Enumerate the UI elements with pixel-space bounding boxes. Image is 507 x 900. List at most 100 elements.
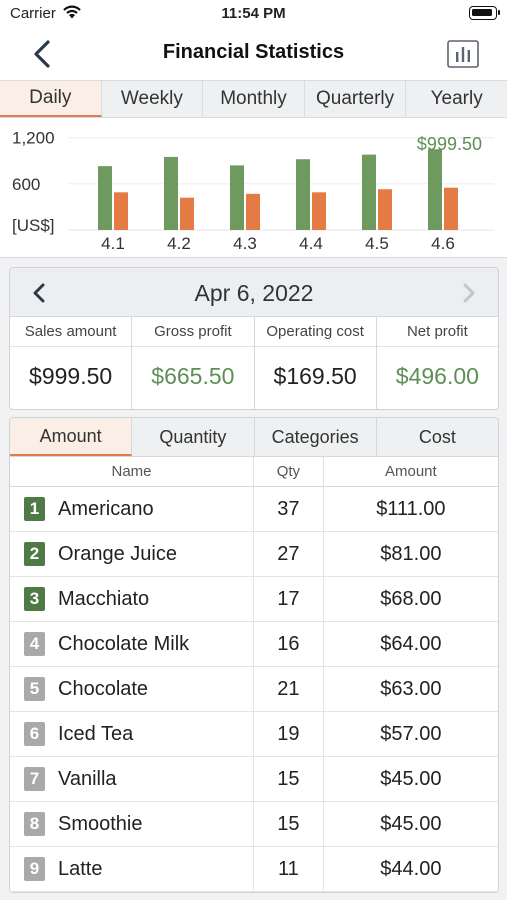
rank-badge: 2 (24, 542, 45, 566)
row-name-cell: 1 Americano (10, 487, 255, 531)
product-name: Vanilla (58, 767, 117, 790)
tab-weekly[interactable]: Weekly (102, 81, 204, 117)
tab-daily[interactable]: Daily (0, 81, 102, 117)
product-name: Smoothie (58, 812, 143, 835)
row-amount-cell: $111.00 (376, 497, 446, 520)
metric-value: $169.50 (273, 363, 357, 389)
row-qty-cell: 16 (254, 622, 324, 666)
bar-orange (444, 187, 458, 230)
status-bar: Carrier 11:54 PM (0, 0, 507, 28)
y-tick-label: 1,200 (12, 129, 55, 148)
metric-gross-profit: Gross profit $665.50 (132, 317, 255, 409)
bar-green (230, 165, 244, 230)
row-name-cell: 7 Vanilla (10, 757, 255, 801)
sales-table-card: Amount Quantity Categories Cost Name Qty… (9, 417, 499, 893)
rank-badge: 3 (24, 587, 45, 611)
table-row[interactable]: 9 Latte 11 $44.00 (10, 847, 498, 892)
metric-label: Sales amount (10, 317, 132, 347)
x-tick-label: 4.3 (233, 234, 257, 253)
product-name: Chocolate (58, 677, 149, 700)
product-name: Iced Tea (58, 722, 134, 745)
column-header-qty[interactable]: Qty (254, 457, 324, 486)
row-amount-cell: $68.00 (380, 587, 442, 610)
table-row[interactable]: 7 Vanilla 15 $45.00 (10, 757, 498, 802)
table-row[interactable]: 3 Macchiato 17 $68.00 (10, 577, 498, 622)
x-tick-label: 4.5 (365, 234, 389, 253)
metric-value: $999.50 (29, 363, 113, 389)
x-tick-label: 4.4 (299, 234, 323, 253)
tab-categories[interactable]: Categories (255, 418, 377, 456)
rank-badge: 8 (24, 812, 45, 836)
product-name: Latte (58, 857, 103, 880)
tab-amount[interactable]: Amount (10, 418, 133, 456)
table-row[interactable]: 6 Iced Tea 19 $57.00 (10, 712, 498, 757)
table-body: 1 Americano 37 $111.00 2 Orange Juice 27 $81.00… (10, 487, 498, 892)
row-qty-cell: 15 (254, 757, 324, 801)
column-header-name[interactable]: Name (10, 457, 254, 486)
metric-operating-cost: Operating cost $169.50 (254, 317, 377, 409)
rank-badge: 1 (24, 497, 45, 521)
row-amount-cell: $64.00 (380, 632, 442, 655)
row-name-cell: 8 Smoothie (10, 802, 255, 846)
metric-label: Gross profit (132, 317, 254, 347)
battery-icon (469, 6, 500, 20)
metric-value: $496.00 (395, 363, 479, 389)
tab-cost[interactable]: Cost (418, 426, 456, 447)
table-row[interactable]: 5 Chocolate 21 $63.00 (10, 667, 498, 712)
bar-orange (180, 197, 194, 230)
bar-green (98, 166, 112, 230)
tab-quantity[interactable]: Quantity (132, 418, 255, 456)
metric-label: Operating cost (254, 317, 376, 347)
y-axis-label: [US$] (12, 216, 55, 235)
daily-bar-chart: 1,200 600 [US$] 4.1 4.2 4.3 4.4 4.5 4.6 $999.50 (0, 118, 507, 258)
row-amount-cell: $45.00 (380, 812, 442, 835)
row-amount-cell: $81.00 (380, 542, 442, 565)
table-row[interactable]: 4 Chocolate Milk 16 $64.00 (10, 622, 498, 667)
table-row[interactable]: 1 Americano 37 $111.00 (10, 487, 498, 532)
row-name-cell: 6 Iced Tea (10, 712, 255, 756)
chevron-left-icon[interactable] (28, 38, 58, 70)
rank-badge: 4 (24, 632, 45, 656)
product-name: Americano (58, 497, 154, 520)
rank-badge: 5 (24, 677, 45, 701)
column-header-amount[interactable]: Amount (385, 463, 437, 480)
row-qty-cell: 19 (254, 712, 324, 756)
tab-monthly[interactable]: Monthly (203, 81, 305, 117)
clock: 11:54 PM (221, 5, 286, 22)
row-qty-cell: 37 (254, 487, 324, 531)
table-row[interactable]: 8 Smoothie 15 $45.00 (10, 802, 498, 847)
bar-orange (246, 193, 260, 230)
chevron-right-icon[interactable] (458, 280, 480, 306)
row-amount-cell: $57.00 (380, 722, 442, 745)
row-amount-cell: $44.00 (380, 857, 442, 880)
row-qty-cell: 21 (254, 667, 324, 711)
wifi-icon (63, 5, 81, 19)
bar-green (362, 154, 376, 230)
bar-chart-icon[interactable] (447, 40, 479, 68)
metric-label: Net profit (376, 317, 498, 347)
tab-yearly[interactable]: Yearly (430, 88, 483, 109)
bar-orange (312, 192, 326, 230)
tab-quarterly[interactable]: Quarterly (305, 81, 407, 117)
carrier-label: Carrier (10, 5, 56, 22)
metric-sales-amount: Sales amount $999.50 (10, 317, 133, 409)
table-row[interactable]: 2 Orange Juice 27 $81.00 (10, 532, 498, 577)
row-name-cell: 2 Orange Juice (10, 532, 255, 576)
metric-value: $665.50 (151, 363, 235, 389)
row-name-cell: 4 Chocolate Milk (10, 622, 255, 666)
chevron-left-icon[interactable] (28, 280, 50, 306)
rank-badge: 6 (24, 722, 45, 746)
product-name: Macchiato (58, 587, 150, 610)
rank-badge: 7 (24, 767, 45, 791)
bar-green (428, 149, 442, 230)
period-tabs: Daily Weekly Monthly Quarterly Yearly (0, 80, 507, 118)
selected-date: Apr 6, 2022 (194, 280, 314, 306)
row-name-cell: 3 Macchiato (10, 577, 255, 621)
row-qty-cell: 17 (254, 577, 324, 621)
bar-orange (114, 192, 128, 230)
date-summary-card: Apr 6, 2022 Sales amount $999.50 Gross p… (9, 267, 499, 410)
chart-svg: 1,200 600 [US$] 4.1 4.2 4.3 4.4 4.5 4.6 $999.50 (12, 129, 494, 253)
x-tick-label: 4.6 (431, 234, 455, 253)
page-title: Financial Statistics (162, 41, 345, 63)
metric-net-profit: Net profit $496.00 (376, 317, 498, 409)
